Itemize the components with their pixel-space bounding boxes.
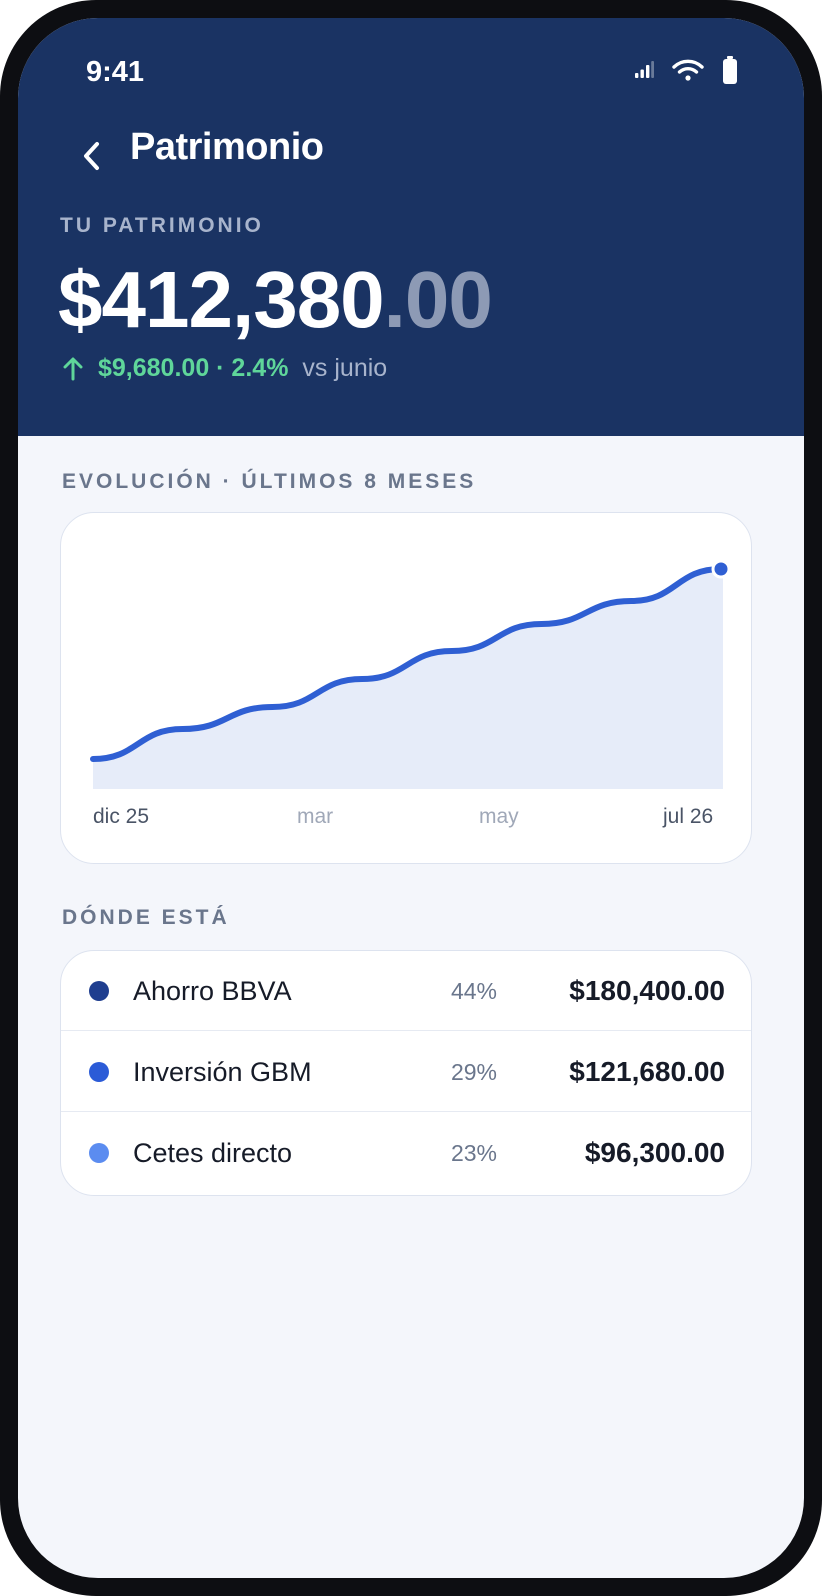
x-tick-label-may: may xyxy=(479,805,519,828)
account-name: Ahorro BBVA xyxy=(133,975,292,1006)
balance-integer: $412,380 xyxy=(58,255,385,344)
account-color-dot xyxy=(89,1062,109,1082)
balance-eyebrow: TU PATRIMONIO xyxy=(60,214,264,237)
wifi-icon xyxy=(672,59,704,81)
account-row-cetes-directo[interactable]: Cetes directo 23% $96,300.00 xyxy=(61,1113,751,1193)
header: 9:41 xyxy=(18,18,804,436)
account-amount: $121,680.00 xyxy=(569,1056,725,1087)
account-percent: 29% xyxy=(450,1058,497,1085)
back-button[interactable] xyxy=(66,130,118,182)
account-color-dot xyxy=(89,981,109,1001)
cellular-signal-icon xyxy=(635,61,654,78)
change-row: $9,680.00 · 2.4% vs junio xyxy=(62,354,387,383)
status-time: 9:41 xyxy=(86,56,145,88)
account-row-inversion-gbm[interactable]: Inversión GBM 29% $121,680.00 xyxy=(61,1032,751,1112)
chevron-left-icon xyxy=(84,142,99,170)
account-name: Inversión GBM xyxy=(133,1056,312,1087)
change-value: $9,680.00 · 2.4% xyxy=(98,354,289,382)
breakdown-card: Ahorro BBVA 44% $180,400.00 Inversión GB… xyxy=(60,950,752,1196)
screen: 9:41 xyxy=(18,18,804,1578)
evolution-section-label: EVOLUCIÓN · ÚLTIMOS 8 MESES xyxy=(62,470,477,493)
page-title: Patrimonio xyxy=(130,126,324,168)
breakdown-section-label: DÓNDE ESTÁ xyxy=(62,906,230,929)
x-tick-label-mar: mar xyxy=(297,805,334,828)
evolution-chart xyxy=(90,559,731,789)
row-divider xyxy=(61,1110,751,1112)
account-percent: 44% xyxy=(450,977,497,1004)
x-tick-label-dic: dic 25 xyxy=(93,805,150,828)
balance-decimals: .00 xyxy=(383,255,493,344)
account-color-dot xyxy=(89,1143,109,1163)
account-amount: $180,400.00 xyxy=(569,975,725,1006)
account-row-ahorro-bbva[interactable]: Ahorro BBVA 44% $180,400.00 xyxy=(61,951,751,1031)
x-tick-label-jul: jul 26 xyxy=(663,805,714,828)
account-percent: 23% xyxy=(450,1139,497,1166)
chart-last-point xyxy=(711,559,731,579)
status-icons xyxy=(634,56,738,84)
chart-series-line xyxy=(90,566,724,762)
total-balance: $412,380.00 xyxy=(58,250,493,350)
account-amount: $96,300.00 xyxy=(584,1137,725,1168)
evolution-chart-card: dic 25 mar may jul 26 xyxy=(60,512,752,864)
account-name: Cetes directo xyxy=(133,1137,293,1168)
row-divider xyxy=(61,1029,751,1031)
arrow-up-icon xyxy=(63,357,83,380)
battery-icon xyxy=(723,56,737,84)
change-comparison: vs junio xyxy=(302,354,388,382)
